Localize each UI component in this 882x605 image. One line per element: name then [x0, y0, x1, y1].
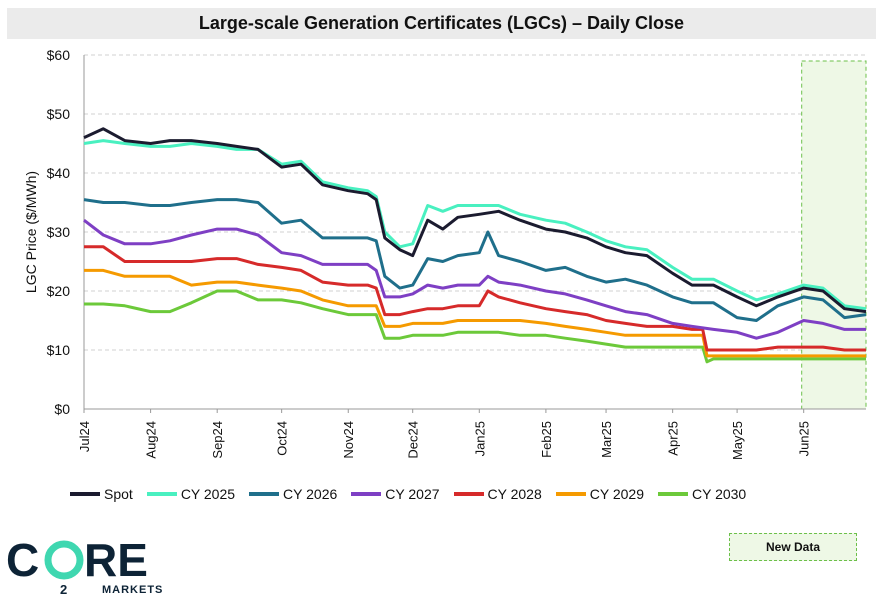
- x-tick-label: Apr25: [666, 421, 681, 456]
- legend-item: CY 2030: [657, 486, 747, 502]
- core-markets-logo: C 2 RE MARKETS: [6, 532, 166, 598]
- x-tick-label: Sep24: [210, 421, 225, 459]
- x-tick-label: Feb25: [539, 421, 554, 458]
- x-tick-label: Jul24: [77, 421, 92, 452]
- legend-label: CY 2026: [283, 486, 338, 502]
- series-line-cy-2026: [83, 198, 867, 322]
- x-tick-label: Mar25: [599, 421, 614, 458]
- new-data-label: New Data: [765, 540, 821, 554]
- series-line-cy-2025: [83, 139, 867, 311]
- x-tick-label: Dec24: [406, 421, 421, 459]
- y-tick-label: $40: [47, 165, 71, 181]
- legend-swatch: [453, 492, 484, 496]
- axes: [83, 55, 866, 413]
- legend-item: CY 2028: [453, 486, 542, 502]
- chart-title: Large-scale Generation Certificates (LGC…: [198, 13, 685, 33]
- series-line-cy-2027: [83, 219, 866, 340]
- y-axis-label: LGC Price ($/MWh): [23, 171, 39, 293]
- x-tick-label: May25: [730, 421, 745, 460]
- x-tick-label: Aug24: [144, 421, 159, 459]
- x-tick-label: Nov24: [341, 421, 356, 459]
- legend-label: CY 2029: [589, 486, 644, 502]
- y-tick-label: $50: [47, 106, 71, 122]
- legend-swatch: [146, 492, 177, 496]
- legend-item: CY 2025: [146, 486, 236, 502]
- legend-item: CY 2027: [351, 486, 440, 502]
- legend-swatch: [657, 492, 688, 496]
- legend-label: CY 2027: [385, 486, 440, 502]
- new-data-key: New Data: [729, 533, 857, 561]
- x-tick-label: Oct24: [275, 421, 290, 456]
- y-tick-label: $10: [47, 342, 71, 358]
- logo-o-ring: [44, 540, 84, 580]
- x-tick-label: Jun25: [797, 421, 812, 456]
- legend-label: CY 2025: [180, 486, 236, 502]
- y-tick-label: $30: [47, 224, 71, 240]
- chart-title-bar: Large-scale Generation Certificates (LGC…: [7, 8, 876, 39]
- legend-swatch: [70, 492, 100, 496]
- legend-label: CY 2030: [691, 486, 747, 502]
- series-line-cy-2028: [84, 245, 866, 352]
- logo-text-re: RE: [84, 534, 148, 586]
- logo-subscript: 2: [60, 582, 67, 597]
- legend-swatch: [555, 492, 586, 496]
- x-tick-label: Jan25: [472, 421, 487, 456]
- legend-item: CY 2026: [249, 486, 337, 502]
- logo-subtitle: MARKETS: [102, 584, 164, 596]
- legend-item: Spot: [70, 486, 133, 502]
- series-line-cy-2030: [84, 289, 866, 364]
- series-layer: [83, 127, 867, 364]
- legend-swatch: [351, 492, 382, 496]
- y-tick-label: $60: [47, 47, 71, 63]
- legend-swatch: [249, 492, 280, 496]
- chart-legend: Spot CY 2025 CY 2026 CY 2027 CY 2028 CY 2029 C…: [70, 486, 760, 502]
- logo-mark: C 2 RE: [6, 534, 148, 597]
- y-tick-label: $0: [54, 401, 70, 417]
- y-tick-label: $20: [47, 283, 71, 299]
- legend-label: CY 2028: [487, 486, 542, 502]
- logo-text-c: C: [6, 534, 39, 586]
- legend-label: Spot: [104, 486, 133, 502]
- legend-item: CY 2029: [555, 486, 644, 502]
- chart-area: $0 $10 $20 $30 $40 $50 $60 Jul24 Aug24 Sep24 Oct24…: [23, 47, 867, 460]
- tick-labels: $0 $10 $20 $30 $40 $50 $60 Jul24 Aug24 Sep24 Oct24…: [47, 47, 812, 460]
- series-line-spot: [83, 127, 867, 314]
- series-line-cy-2029: [84, 268, 866, 358]
